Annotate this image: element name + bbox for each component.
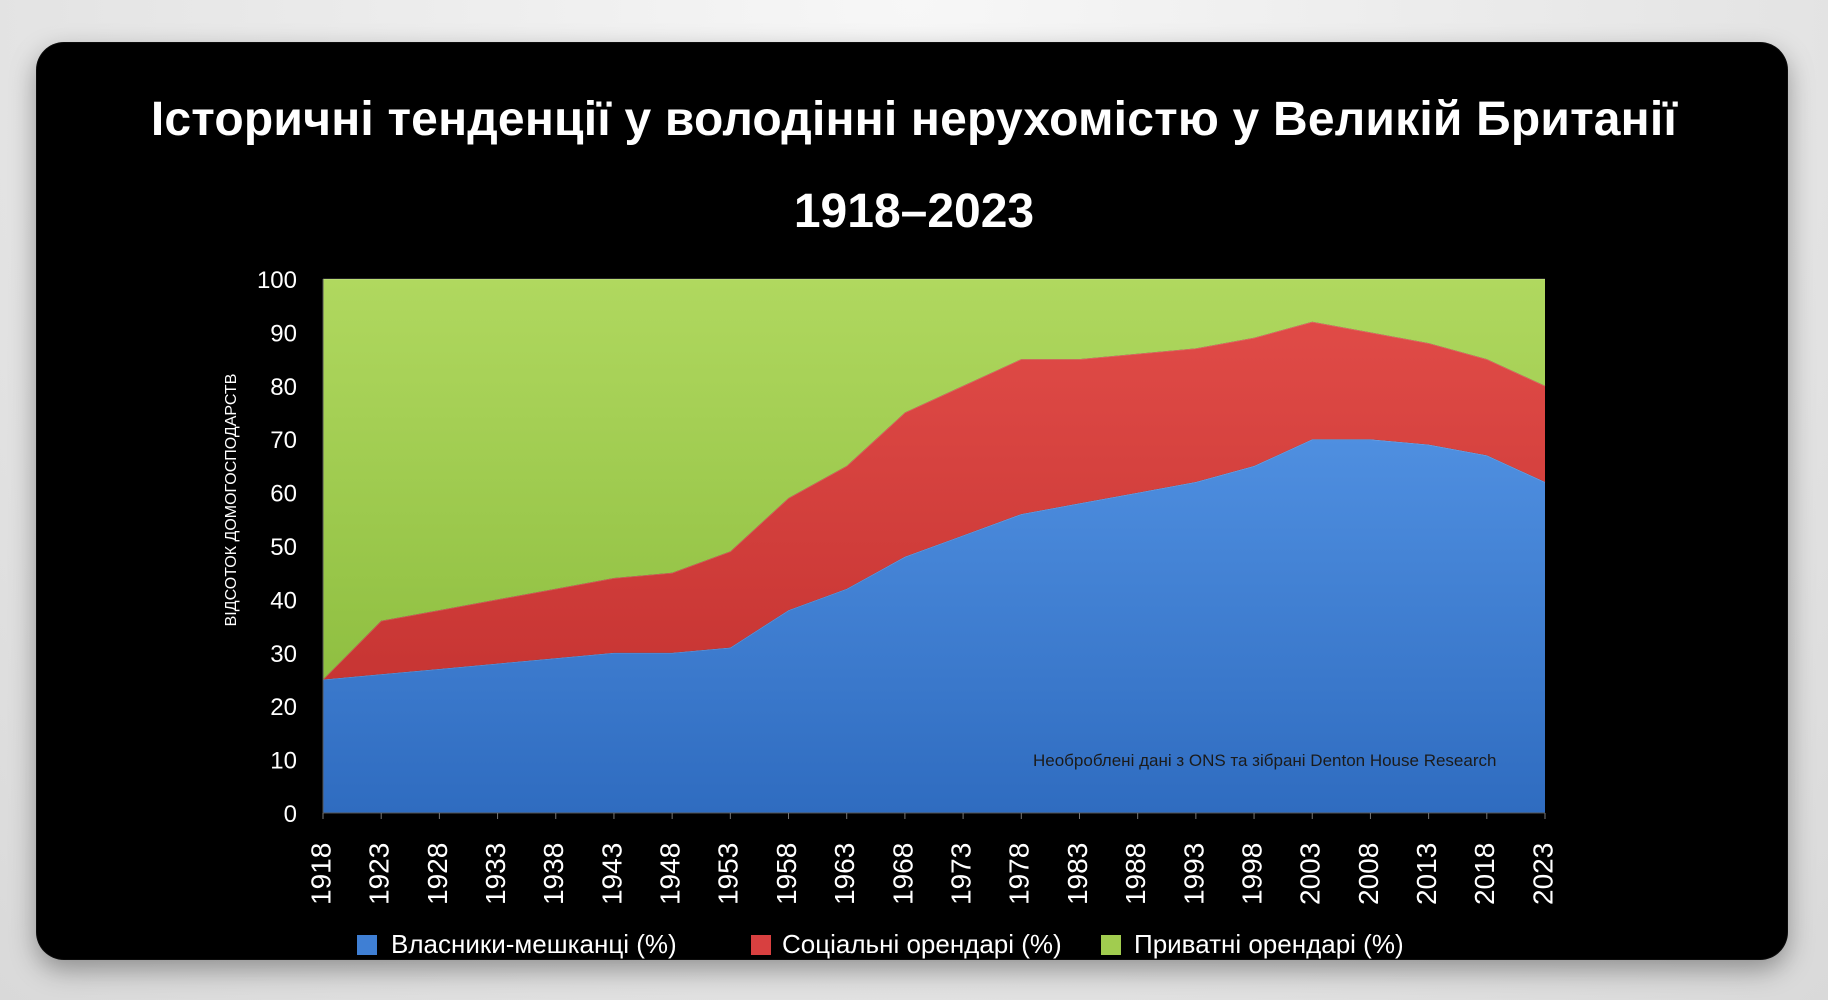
legend-swatch-owner-occupiers (357, 935, 377, 955)
x-tick-label: 1928 (422, 843, 453, 905)
x-tick-label: 1958 (771, 843, 802, 905)
y-tick-label: 80 (270, 374, 297, 401)
y-tick-label: 40 (270, 587, 297, 614)
x-tick-label: 1983 (1062, 843, 1093, 905)
y-tick-label: 10 (270, 748, 297, 775)
legend-label-social-renters: Соціальні орендарі (%) (782, 929, 1062, 959)
x-tick-label: 2008 (1353, 843, 1384, 905)
x-tick-label: 1968 (887, 843, 918, 905)
y-tick-label: 20 (270, 694, 297, 721)
series-area-private-renters (323, 279, 1545, 680)
x-tick-label: 1973 (945, 843, 976, 905)
y-axis-label: ВІДСОТОК ДОМОГОСПОДАРСТВ (223, 374, 240, 627)
x-tick-label: 1953 (713, 843, 744, 905)
y-tick-label: 100 (257, 267, 297, 294)
legend-label-private-renters: Приватні орендарі (%) (1134, 929, 1404, 959)
chart-subtitle: 1918–2023 (793, 185, 1035, 238)
x-tick-label: 2003 (1295, 843, 1326, 905)
series-area-owner-occupiers (323, 439, 1545, 813)
x-tick-label: 1948 (655, 843, 686, 905)
x-tick-label: 1963 (829, 843, 860, 905)
x-tick-label: 1943 (596, 843, 627, 905)
x-tick-label: 2013 (1411, 843, 1442, 905)
legend-swatch-private-renters (1101, 935, 1121, 955)
x-tick-label: 1998 (1236, 843, 1267, 905)
x-tick-label: 1988 (1120, 843, 1151, 905)
legend-swatch-social-renters (751, 935, 771, 955)
legend-label-owner-occupiers: Власники-мешканці (%) (391, 929, 677, 959)
y-tick-label: 30 (270, 641, 297, 668)
y-tick-label: 0 (284, 801, 297, 828)
x-tick-label: 1993 (1178, 843, 1209, 905)
legend: Власники-мешканці (%) Соціальні орендарі… (357, 929, 1404, 959)
x-tick-label: 1933 (480, 843, 511, 905)
x-tick-label: 1938 (538, 843, 569, 905)
x-tick-label: 1923 (364, 843, 395, 905)
series-area-social-renters (323, 321, 1545, 680)
x-tick-label: 2018 (1469, 843, 1500, 905)
x-tick-label: 1978 (1004, 843, 1035, 905)
source-note: Необроблені дані з ONS та зібрані Denton… (1033, 751, 1496, 770)
y-tick-label: 70 (270, 427, 297, 454)
y-tick-label: 90 (270, 320, 297, 347)
x-tick-label: 2023 (1527, 843, 1558, 905)
x-tick-label: 1918 (305, 843, 336, 905)
chart-title: Історичні тенденції у володінні нерухомі… (150, 93, 1678, 146)
y-tick-label: 50 (270, 534, 297, 561)
y-tick-label: 60 (270, 481, 297, 508)
